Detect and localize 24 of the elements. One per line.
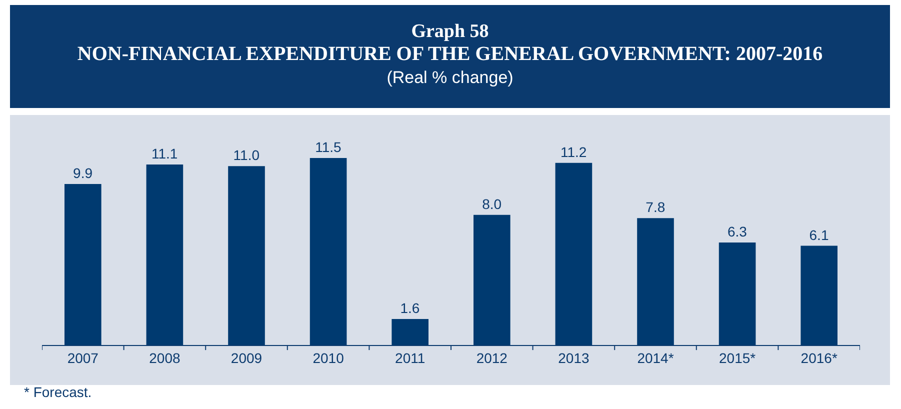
x-tick-label: 2013 — [558, 350, 590, 366]
x-tick-label: 2014* — [637, 350, 674, 366]
data-label: 8.0 — [482, 196, 502, 212]
text: (Real % change) — [386, 68, 514, 88]
chart-subtitle: NON-FINANCIAL EXPENDITURE OF THE GENERAL GOVERNMENT: 2007-2016 — [76, 43, 824, 66]
x-tick-label: 2016* — [800, 350, 838, 366]
text: * Forecast. — [24, 384, 92, 400]
x-tick-label: 2008 — [149, 350, 180, 366]
x-tick-label: 2009 — [230, 350, 262, 366]
x-tick-label: 2007 — [67, 350, 99, 366]
data-label: 9.9 — [73, 164, 93, 181]
data-label: 1.6 — [400, 300, 420, 316]
chart-title: Graph 58 — [410, 21, 490, 43]
data-label: 7.8 — [646, 199, 666, 216]
data-label: 6.1 — [809, 226, 829, 243]
data-label: 11.2 — [560, 144, 587, 160]
x-tick-label: 2012 — [476, 350, 508, 366]
data-label: 6.3 — [727, 224, 748, 240]
data-label: 11.5 — [315, 138, 342, 155]
x-tick-label: 2011 — [395, 350, 426, 366]
data-label: 11.1 — [151, 145, 178, 162]
x-tick-label: 2010 — [312, 350, 344, 366]
data-label: 11.0 — [233, 147, 260, 164]
x-tick-label: 2015* — [719, 350, 756, 366]
